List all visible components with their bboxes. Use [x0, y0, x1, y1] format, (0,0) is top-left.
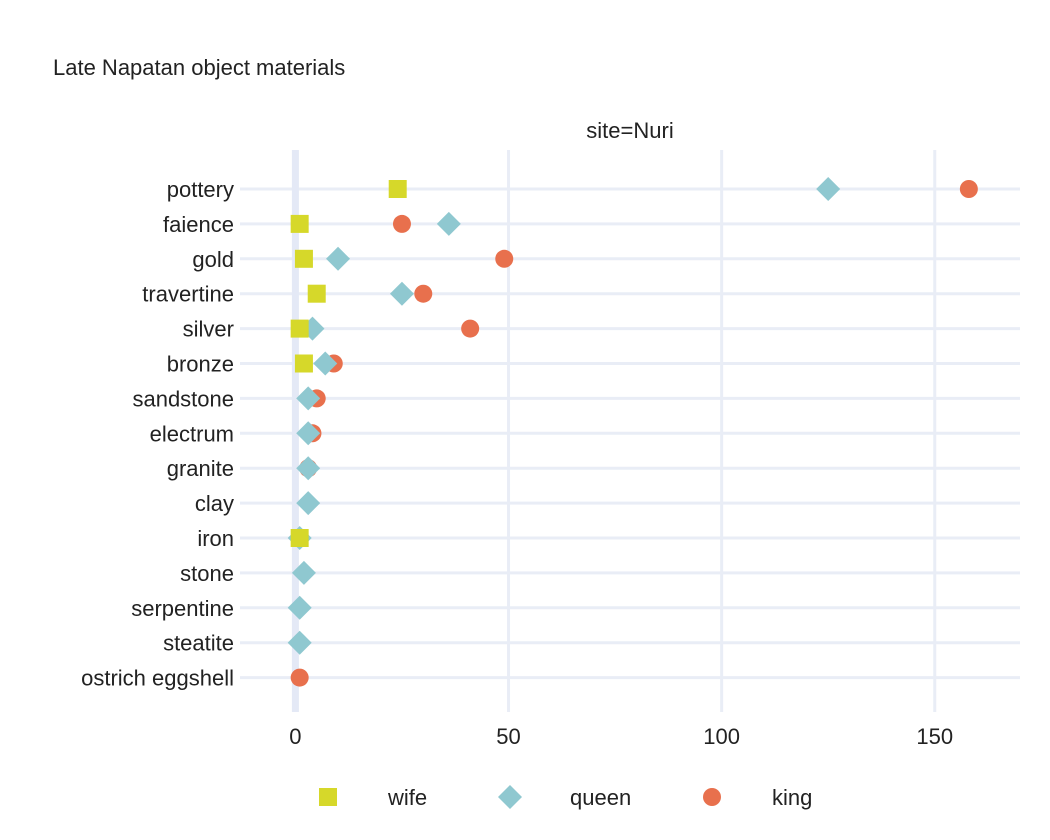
y-tick-label: travertine: [142, 282, 234, 307]
y-tick-label: clay: [195, 491, 234, 516]
point-queen: [436, 211, 461, 236]
y-tick-label: ostrich eggshell: [81, 666, 234, 691]
point-queen: [296, 491, 321, 516]
legend-label-queen: queen: [570, 785, 631, 810]
point-queen: [296, 456, 321, 481]
point-king: [495, 249, 514, 268]
y-tick-label: granite: [167, 456, 234, 481]
point-queen: [313, 351, 338, 376]
legend: wife queen king: [319, 785, 812, 810]
y-axis-tick-labels: pottery faience gold travertine silver bronze…: [81, 177, 234, 691]
legend-marker-wife: [319, 788, 337, 806]
point-wife: [388, 180, 407, 198]
y-tick-label: silver: [183, 317, 234, 342]
point-king: [461, 319, 480, 338]
point-queen: [296, 386, 321, 411]
grid: [240, 150, 1020, 712]
point-king: [959, 180, 978, 198]
point-wife: [290, 319, 309, 338]
point-queen: [389, 281, 414, 306]
point-queen: [326, 246, 351, 271]
chart-title: Late Napatan object materials: [53, 55, 345, 80]
y-tick-label: steatite: [163, 631, 234, 656]
point-wife: [294, 354, 313, 373]
y-tick-label: stone: [180, 561, 234, 586]
point-queen: [287, 630, 312, 655]
point-king: [392, 214, 411, 233]
y-tick-label: bronze: [167, 352, 234, 377]
point-king: [414, 284, 433, 303]
facet-label: site=Nuri: [586, 118, 673, 143]
y-tick-label: faience: [163, 212, 234, 237]
x-tick-label: 0: [289, 724, 301, 749]
x-tick-label: 100: [703, 724, 740, 749]
point-wife: [290, 214, 309, 233]
y-tick-label: electrum: [150, 421, 234, 446]
data-points: [287, 177, 978, 687]
point-queen: [296, 421, 321, 446]
point-wife: [294, 249, 313, 268]
y-tick-label: sandstone: [132, 386, 234, 411]
x-axis-tick-labels: 0 50 100 150: [289, 724, 953, 749]
x-tick-label: 50: [496, 724, 520, 749]
point-wife: [307, 284, 326, 303]
y-tick-label: gold: [192, 247, 234, 272]
legend-marker-queen: [498, 785, 522, 809]
point-queen: [291, 560, 316, 585]
legend-label-wife: wife: [387, 785, 427, 810]
point-king: [290, 668, 309, 687]
point-wife: [290, 529, 309, 547]
point-queen: [816, 177, 841, 201]
y-tick-label: iron: [197, 526, 234, 551]
point-queen: [287, 595, 312, 620]
legend-marker-king: [703, 788, 721, 806]
y-tick-label: pottery: [167, 177, 234, 202]
legend-label-king: king: [772, 785, 812, 810]
y-tick-label: serpentine: [131, 596, 234, 621]
x-tick-label: 150: [916, 724, 953, 749]
